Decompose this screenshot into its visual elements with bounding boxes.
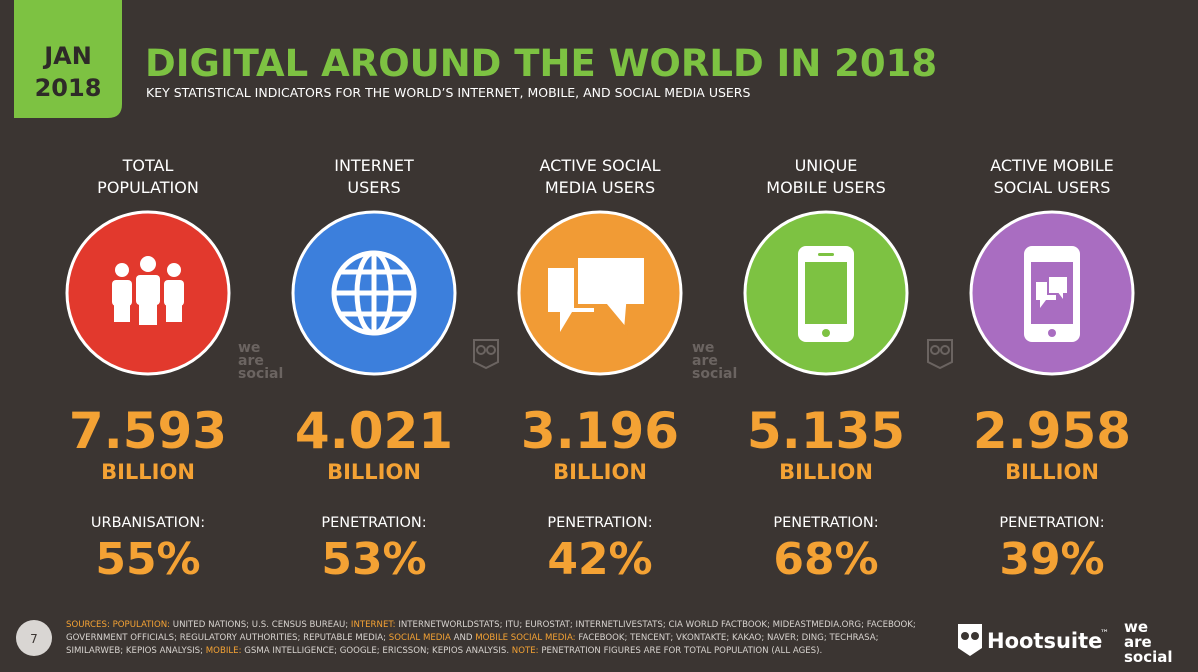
- metric-value: 53%: [321, 534, 426, 585]
- metric-value: 55%: [95, 534, 200, 585]
- unit: BILLION: [101, 460, 195, 484]
- source-segment: AND: [453, 633, 473, 643]
- page-circle: [16, 620, 52, 656]
- source-segment: FACEBOOK; TENCENT; VKONTAKTE; KAKAO; NAV…: [66, 633, 879, 656]
- watermark: are: [238, 353, 264, 369]
- badge-month: JAN: [42, 42, 92, 70]
- column-label: MEDIA USERS: [545, 178, 655, 197]
- unit: BILLION: [1005, 460, 1099, 484]
- big-value: 3.196: [521, 402, 679, 460]
- metric-value: 42%: [547, 534, 652, 585]
- source-segment: MOBILE:: [205, 646, 242, 656]
- trademark: ™: [1100, 629, 1109, 639]
- source-segment: MOBILE SOCIAL MEDIA:: [475, 633, 576, 643]
- source-segment: NOTE:: [511, 646, 539, 656]
- source-segment: GSMA INTELLIGENCE; GOOGLE; ERICSSON; KEP…: [244, 646, 510, 656]
- hootsuite-owl: [958, 624, 982, 656]
- watermark: we: [238, 340, 260, 356]
- unit: BILLION: [553, 460, 647, 484]
- globe-icon: [331, 250, 417, 336]
- column-label: USERS: [347, 178, 400, 197]
- column-label: INTERNET: [334, 156, 414, 175]
- partner-logo: we: [1124, 618, 1148, 636]
- watermark: social: [238, 366, 283, 382]
- column-label: ACTIVE MOBILE: [990, 156, 1114, 175]
- watermark: are: [692, 353, 718, 369]
- column-label: MOBILE USERS: [766, 178, 885, 197]
- column-label: ACTIVE SOCIAL: [540, 156, 661, 175]
- partner-logo: social: [1124, 648, 1173, 666]
- owl-watermarks: [473, 339, 953, 370]
- metric-label: PENETRATION:: [999, 515, 1104, 531]
- source-segment: SOURCES: POPULATION:: [66, 620, 171, 630]
- source-segment: PENETRATION FIGURES ARE FOR TOTAL POPULA…: [541, 646, 823, 656]
- unit: BILLION: [779, 460, 873, 484]
- metric-value: 68%: [773, 534, 878, 585]
- mobile-social-icon: [1024, 246, 1080, 342]
- column-label: SOCIAL USERS: [994, 178, 1111, 197]
- chat-icon: [548, 254, 648, 336]
- metric-label: PENETRATION:: [547, 515, 652, 531]
- big-value: 2.958: [973, 402, 1131, 460]
- people-icon: [112, 256, 184, 325]
- column-label: TOTAL: [122, 156, 174, 175]
- badge-year: 2018: [35, 74, 102, 102]
- source-segment: SOCIAL MEDIA: [388, 633, 451, 643]
- source-segment: INTERNET:: [350, 620, 396, 630]
- unit: BILLION: [327, 460, 421, 484]
- watermark: we: [692, 340, 714, 356]
- phone-icon: [798, 246, 854, 342]
- subtitle: KEY STATISTICAL INDICATORS FOR THE WORLD…: [146, 85, 750, 100]
- big-value: 4.021: [295, 402, 453, 460]
- metric-value: 39%: [999, 534, 1104, 585]
- big-value: 5.135: [747, 402, 905, 460]
- metric-label: PENETRATION:: [321, 515, 426, 531]
- title: DIGITAL AROUND THE WORLD IN 2018: [145, 42, 937, 85]
- source-segment: INTERNETWORLDSTATS; ITU; EUROSTAT; INTER…: [66, 620, 916, 643]
- brand: Hootsuite: [987, 629, 1102, 653]
- badge-box: [14, 0, 122, 118]
- sources: SOURCES: POPULATION: UNITED NATIONS; U.S…: [66, 619, 936, 658]
- metric-label: PENETRATION:: [773, 515, 878, 531]
- metric-label: URBANISATION:: [91, 515, 205, 531]
- page-number: 7: [30, 632, 38, 646]
- column-label: UNIQUE: [795, 156, 858, 175]
- big-value: 7.593: [69, 402, 227, 460]
- watermark: social: [692, 366, 737, 382]
- partner-logo: are: [1124, 633, 1152, 651]
- source-segment: UNITED NATIONS; U.S. CENSUS BUREAU;: [172, 620, 349, 630]
- column-label: POPULATION: [97, 178, 199, 197]
